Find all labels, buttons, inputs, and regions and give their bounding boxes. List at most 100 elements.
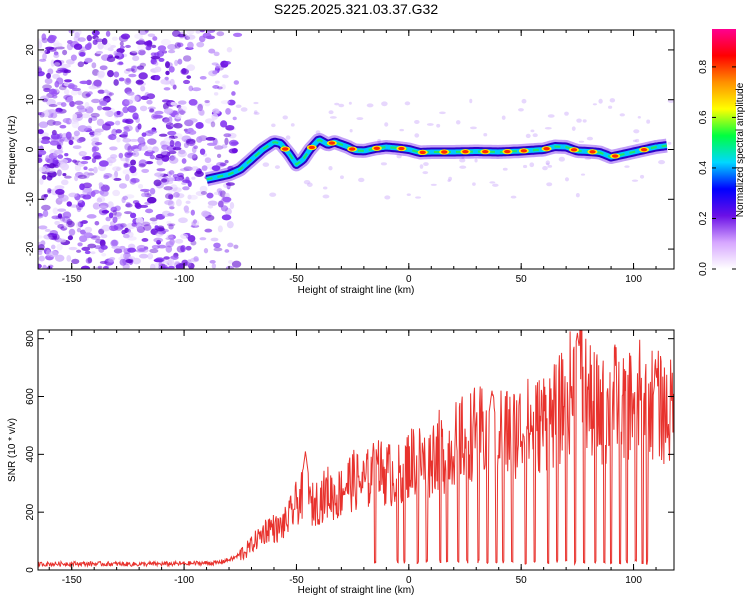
spectrogram-noise-blob xyxy=(149,129,156,133)
spectrogram-noise-blob xyxy=(126,222,136,230)
spectrogram-noise-blob xyxy=(62,216,71,224)
spectrogram-noise-blob xyxy=(199,148,206,155)
spectrogram-noise-blob xyxy=(52,157,59,164)
spectrogram-noise-blob xyxy=(204,157,212,164)
spectrogram-noise-blob xyxy=(48,88,57,95)
spectrogram-noise-blob xyxy=(41,33,47,41)
spectrogram-noise-blob xyxy=(108,92,114,96)
spectrogram-noise-blob xyxy=(128,256,136,260)
spectrogram-noise-blob xyxy=(214,80,220,84)
spectrogram-noise-blob xyxy=(174,114,182,120)
spectrogram-noise-blob xyxy=(215,63,220,69)
spectrogram-noise-blob xyxy=(213,191,220,195)
spectrogram-noise-blob xyxy=(303,179,311,185)
spectrogram-noise-blob xyxy=(358,177,365,183)
spectrogram-noise-blob xyxy=(168,156,179,164)
spectrogram-noise-blob xyxy=(133,148,140,152)
spectrogram-noise-blob xyxy=(184,210,190,214)
spectrogram-noise-blob xyxy=(173,122,183,129)
signal-hotspot xyxy=(520,149,528,153)
spectrogram-noise-blob xyxy=(72,87,81,92)
spectrogram-noise-blob xyxy=(168,150,177,155)
spectrogram-noise-blob xyxy=(447,179,451,182)
spectrogram-noise-blob xyxy=(584,157,592,160)
spectrogram-noise-blob xyxy=(220,100,231,105)
spectrogram-noise-blob xyxy=(88,85,98,90)
spectrogram-noise-blob xyxy=(469,126,477,130)
spectrogram-noise-blob xyxy=(492,183,499,187)
spectrogram-noise-blob xyxy=(455,120,461,125)
spectrogram-noise-blob xyxy=(125,258,134,264)
spectrogram-noise-blob xyxy=(68,82,75,90)
spectrogram-noise-blob xyxy=(547,164,553,168)
spectrogram-noise-blob xyxy=(163,108,174,115)
spectrogram-noise-blob xyxy=(45,167,56,173)
spectrogram-noise-blob xyxy=(113,223,124,231)
spectrogram-noise-blob xyxy=(90,251,96,255)
spectrogram-noise-blob xyxy=(122,106,129,114)
spectrogram-noise-blob xyxy=(42,98,48,103)
spectrogram-noise-blob xyxy=(127,105,137,113)
spectrogram-noise-blob xyxy=(399,128,404,132)
spectrogram-noise-blob xyxy=(163,87,171,91)
spectrogram-noise-blob xyxy=(167,44,177,50)
spectrogram-noise-blob xyxy=(121,196,126,204)
colorbar-tick-label: 0.8 xyxy=(698,60,709,74)
spectrogram-noise-blob xyxy=(586,136,593,141)
spectrogram-noise-blob xyxy=(158,57,165,62)
spectrogram-noise-blob xyxy=(366,103,374,108)
spectrogram-noise-blob xyxy=(129,212,137,219)
spectrogram-noise-blob xyxy=(94,128,104,133)
spectrogram-noise-blob xyxy=(436,123,441,128)
spectrogram-noise-blob xyxy=(38,145,44,149)
signal-hotspot xyxy=(348,147,356,151)
spectrogram-noise-blob xyxy=(608,105,613,109)
spectrogram-noise-blob xyxy=(68,192,78,198)
spectrogram-noise-blob xyxy=(38,235,43,239)
spectrogram-noise-blob xyxy=(598,98,603,104)
spectrogram-noise-blob xyxy=(91,157,97,164)
spectrogram-noise-blob xyxy=(77,125,88,133)
spectrogram-noise-blob xyxy=(209,259,216,264)
spectrogram-noise-blob xyxy=(199,30,205,33)
spectrogram-noise-blob xyxy=(97,265,103,269)
spectrogram-noise-blob xyxy=(183,166,193,172)
spectrogram-noise-blob xyxy=(213,247,223,252)
spectrogram-noise-blob xyxy=(112,166,122,172)
spectrogram-noise-blob xyxy=(160,38,171,46)
spectrogram-noise-blob xyxy=(224,249,230,253)
spectrogram-noise-blob xyxy=(439,111,446,115)
spectrogram-noise-blob xyxy=(105,30,111,37)
spectrogram-noise-blob xyxy=(87,172,95,176)
spectrogram-noise-blob xyxy=(207,204,214,209)
spectrogram-noise-blob xyxy=(356,117,364,121)
spectrogram-noise-blob xyxy=(54,254,65,262)
spectrogram-noise-blob xyxy=(98,98,108,105)
spectrogram-noise-blob xyxy=(138,38,145,44)
spectrogram-noise-blob xyxy=(100,245,108,250)
figure-title: S225.2025.321.03.37.G32 xyxy=(274,1,438,17)
spectrogram-noise-blob xyxy=(172,84,177,90)
spectrogram-noise-blob xyxy=(111,245,121,250)
spectrogram-noise-blob xyxy=(188,118,198,123)
spectrogram-noise-blob xyxy=(87,256,92,264)
spectrogram-noise-blob xyxy=(44,157,51,162)
snr-x-tick-label: -150 xyxy=(62,575,82,586)
spectrogram-noise-blob xyxy=(84,226,93,233)
spectrogram-noise-blob xyxy=(53,53,60,59)
spectrogram-noise-blob xyxy=(74,32,80,39)
spectrogram-noise-blob xyxy=(66,220,75,228)
spectrogram-noise-blob xyxy=(94,220,100,226)
spectrogram-noise-blob xyxy=(212,85,220,89)
spectrogram-noise-blob xyxy=(84,101,90,109)
spectrogram-noise-blob xyxy=(637,115,641,119)
spectrogram-noise-blob xyxy=(203,248,209,254)
spectrogram-noise-blob xyxy=(60,102,67,108)
spectrogram-noise-blob xyxy=(72,113,78,119)
spectrogram-noise-blob xyxy=(48,250,59,258)
spectrogram-noise-blob xyxy=(123,233,130,239)
spectrogram-noise-blob xyxy=(124,194,135,199)
signal-hotspot xyxy=(419,150,426,155)
colorbar-label: Normalized spectral amplitude xyxy=(735,82,746,217)
spectrogram-noise-blob xyxy=(211,263,217,269)
